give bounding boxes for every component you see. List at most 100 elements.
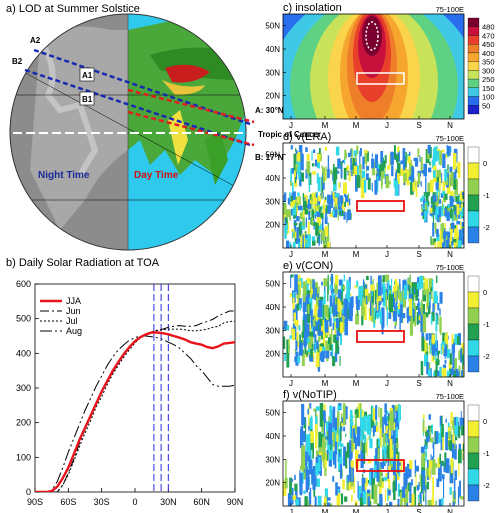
d-field-streak: [347, 152, 351, 158]
e-field-streak: [393, 298, 396, 311]
d-field-streak: [323, 167, 326, 183]
e-field-streak: [313, 325, 315, 338]
b-xtick-label: 0: [132, 497, 137, 507]
f-field-streak: [313, 486, 316, 497]
d-field-streak: [359, 150, 361, 168]
f-field-streak: [372, 408, 377, 421]
d-field-streak: [299, 235, 302, 239]
e-field-streak: [299, 334, 301, 346]
d-field-streak: [433, 223, 436, 229]
f-xtick-label: M: [322, 508, 329, 513]
f-field-streak: [362, 491, 367, 505]
e-field-streak: [310, 288, 313, 294]
e-ytick-label: 40N: [265, 303, 280, 312]
e-field-streak: [356, 299, 360, 310]
e-field-streak: [437, 350, 441, 354]
c-colorbar-label: 50: [482, 101, 490, 110]
e-field-streak: [376, 297, 379, 311]
d-xtick-label: J: [289, 250, 293, 259]
f-field-streak: [342, 479, 345, 490]
e-field-streak: [367, 293, 372, 302]
c-colorbar-label: 350: [482, 58, 495, 67]
e-field-streak: [429, 287, 433, 292]
f-field-streak: [368, 435, 370, 440]
d-field-streak: [460, 191, 464, 201]
f-field-streak: [305, 421, 307, 441]
f-field-streak: [433, 442, 435, 458]
f-field-streak: [401, 486, 406, 498]
f-field-streak: [440, 460, 444, 466]
f-field-streak: [438, 499, 443, 506]
d-field-streak: [342, 159, 344, 163]
d-field-streak: [462, 202, 464, 212]
b-legend-label: JJA: [66, 296, 81, 306]
f-field-streak: [326, 424, 328, 446]
e-field-streak: [306, 350, 308, 357]
panel-e-frame: [282, 271, 465, 378]
f-field-streak: [315, 416, 318, 427]
d-field-streak: [450, 236, 454, 246]
d-xtick-label: J: [385, 250, 389, 259]
f-field-streak: [380, 478, 384, 489]
f-field-streak: [438, 432, 441, 443]
f-field-streak: [338, 462, 340, 470]
f-field-streak: [354, 437, 357, 450]
d-ytick-label: 40N: [265, 174, 280, 183]
f-ytick-label: 40N: [265, 432, 280, 441]
d-field-streak: [430, 238, 435, 246]
e-field-streak: [338, 279, 343, 286]
d-field-streak: [450, 171, 454, 187]
f-field-streak: [405, 466, 408, 485]
e-field-streak: [283, 326, 284, 332]
f-field-streak: [437, 457, 441, 468]
f-field-streak: [441, 415, 443, 432]
e-field-streak: [324, 333, 329, 338]
e-field-streak: [361, 298, 364, 313]
d-field-streak: [441, 172, 443, 183]
d-colorbar-cell: [467, 210, 480, 228]
d-field-streak: [334, 197, 338, 207]
b-ytick-label: 300: [16, 383, 31, 393]
e-field-streak: [397, 296, 400, 300]
e-field-streak: [446, 333, 449, 345]
panel-d-field: [283, 145, 464, 248]
f-field-streak: [326, 421, 330, 431]
f-field-streak: [369, 470, 372, 486]
d-field-streak: [442, 191, 446, 196]
f-field-streak: [358, 454, 361, 459]
d-field-streak: [324, 226, 329, 237]
c-colorbar-cell: [467, 61, 480, 71]
f-field-streak: [369, 468, 374, 479]
e-field-streak: [329, 344, 333, 351]
e-field-streak: [335, 338, 339, 354]
f-field-streak: [340, 421, 342, 442]
d-field-streak: [453, 198, 455, 203]
f-field-streak: [309, 504, 312, 506]
e-field-streak: [307, 342, 312, 355]
f-field-streak: [448, 426, 452, 441]
d-field-streak: [419, 155, 421, 162]
d-field-streak: [447, 207, 451, 212]
d-field-streak: [459, 204, 463, 212]
e-field-streak: [422, 289, 427, 302]
e-field-streak: [458, 350, 461, 361]
e-colorbar-cell: [467, 323, 480, 341]
f-field-streak: [420, 474, 423, 493]
e-field-streak: [310, 349, 313, 358]
b-xtick-label: 90N: [227, 497, 244, 507]
d-field-streak: [320, 153, 322, 162]
f-field-streak: [462, 444, 464, 452]
c-colorbar-cell: [467, 44, 480, 54]
e-field-streak: [391, 278, 393, 295]
d-field-streak: [364, 152, 368, 164]
d-field-streak: [447, 232, 451, 244]
f-field-streak: [344, 406, 348, 420]
d-xtick-label: S: [416, 250, 421, 259]
f-field-streak: [351, 494, 353, 502]
d-xtick-label: M: [322, 250, 329, 259]
f-field-streak: [301, 445, 305, 470]
e-field-streak: [299, 304, 301, 311]
e-field-streak: [439, 366, 442, 377]
d-field-streak: [385, 175, 390, 189]
f-colorbar-cell: [467, 436, 480, 454]
